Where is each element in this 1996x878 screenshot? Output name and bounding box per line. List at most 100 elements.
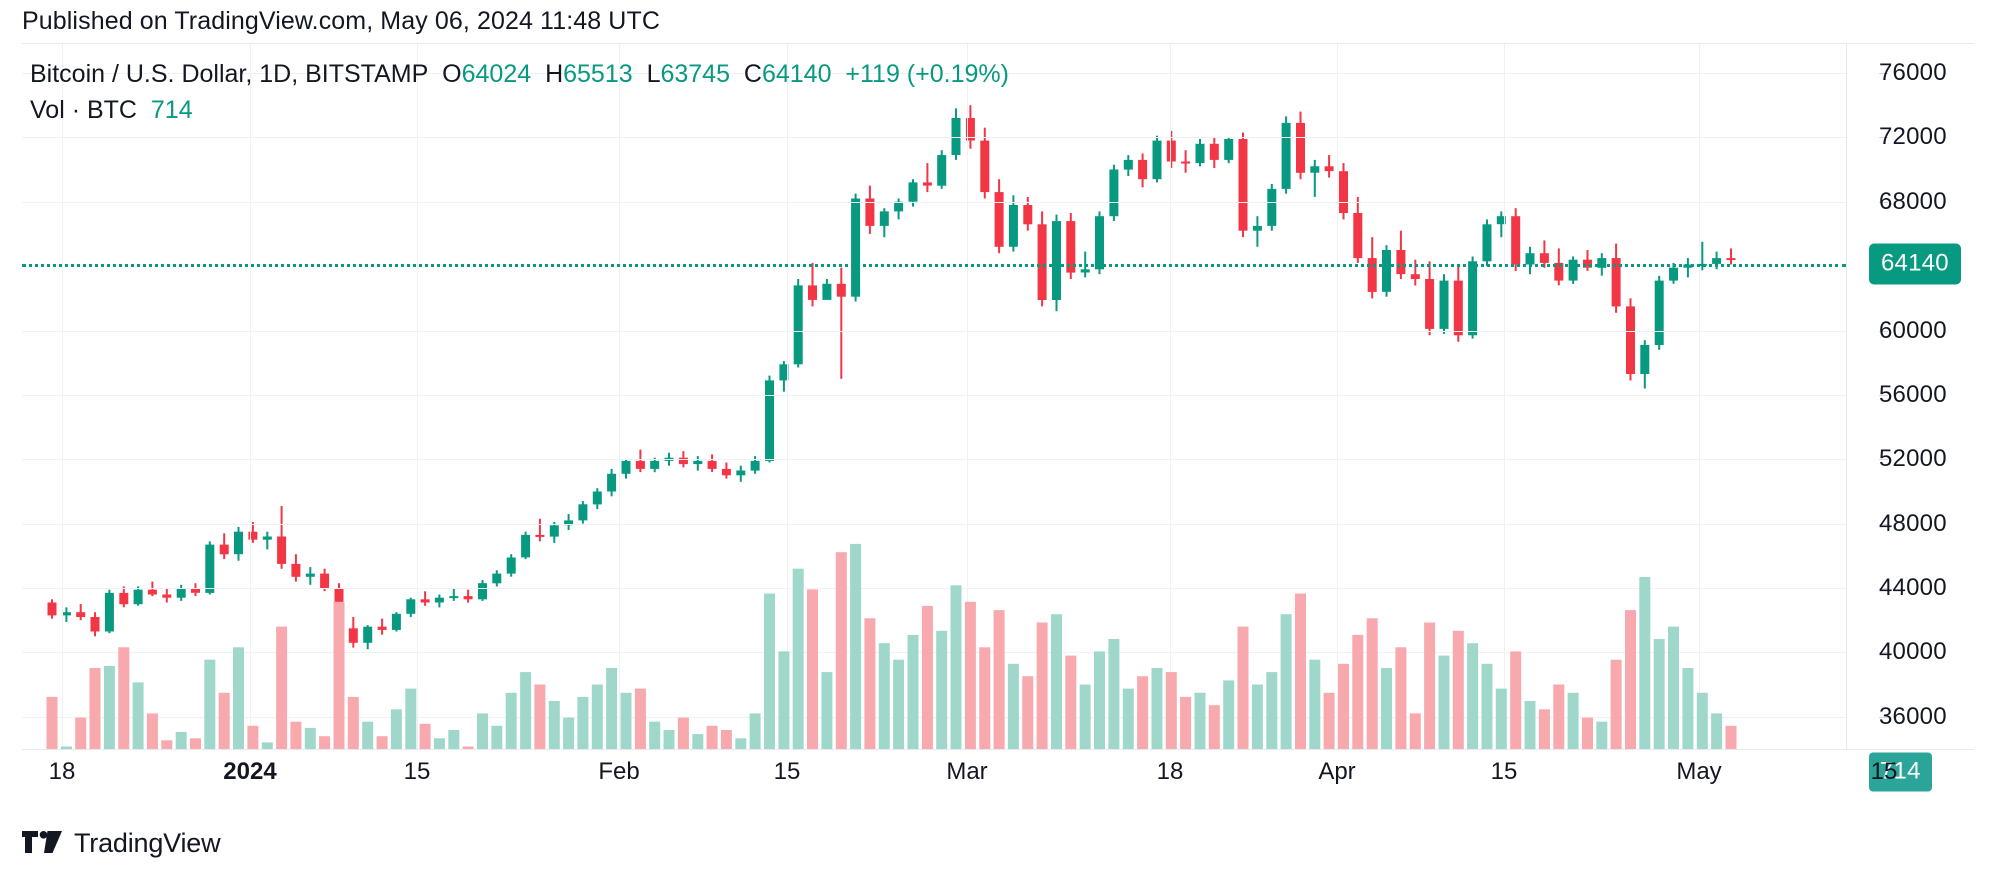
candle-body — [779, 364, 789, 381]
volume-bar — [921, 605, 933, 749]
price-axis-label: 48000 — [1879, 509, 1947, 537]
volume-bar — [1079, 684, 1091, 749]
volume-bar — [1696, 692, 1708, 749]
candle-body — [277, 536, 287, 564]
candle-wick — [381, 618, 384, 635]
volume-bar — [1366, 618, 1378, 749]
candle-body — [1339, 171, 1348, 213]
volume-bar — [1524, 701, 1536, 749]
volume-bar — [1495, 688, 1507, 749]
gridline-horizontal — [22, 73, 1846, 74]
candle-body — [1626, 306, 1635, 374]
candle-body — [1353, 213, 1363, 259]
volume-bar — [1452, 630, 1464, 749]
volume-bar — [663, 730, 675, 749]
candle-body — [1181, 161, 1191, 164]
candle-body — [463, 596, 473, 600]
price-axis[interactable]: 76000 72000 68000 60000 56000 52000 48000 44000… — [1846, 44, 1974, 792]
candle-body — [61, 612, 71, 616]
candle-body — [865, 198, 875, 226]
volume-bar — [1280, 614, 1292, 749]
current-volume-badge[interactable]: 714 — [1869, 752, 1932, 792]
volume-bar — [132, 682, 144, 749]
volume-bar — [1165, 672, 1177, 749]
volume-bar — [1295, 593, 1306, 749]
candle-body — [1669, 267, 1678, 281]
volume-bar — [591, 684, 603, 749]
candle-body — [363, 626, 373, 643]
price-tick — [1879, 73, 1888, 74]
candle-body — [635, 460, 645, 469]
gridline-horizontal — [22, 588, 1846, 589]
candle-body — [133, 589, 143, 605]
chart-plot-area[interactable]: Bitcoin / U.S. Dollar, 1D, BITSTAMP O640… — [22, 44, 1846, 749]
volume-bar — [620, 692, 632, 749]
candle-body — [1654, 280, 1664, 345]
gridline-horizontal — [22, 459, 1846, 460]
current-price-line — [22, 263, 1846, 267]
gridline-vertical — [619, 44, 620, 749]
candle-body — [836, 283, 846, 297]
volume-bar — [548, 701, 560, 749]
candle-body — [1252, 225, 1262, 231]
price-tick — [1879, 652, 1888, 653]
candle-body — [1726, 258, 1736, 261]
candle-body — [1166, 140, 1176, 162]
time-axis-label: 2024 — [223, 758, 277, 785]
candle-body — [1539, 253, 1549, 263]
volume-bar — [964, 601, 976, 749]
candle-body — [1310, 166, 1320, 173]
volume-bar — [261, 742, 273, 749]
volume-bar — [534, 684, 546, 749]
volume-bar — [1094, 651, 1105, 749]
candle-body — [808, 285, 817, 300]
candle-body — [621, 460, 631, 474]
volume-bar — [821, 672, 833, 749]
candle-body — [1597, 258, 1607, 268]
gridline-horizontal — [22, 652, 1846, 653]
candle-wick — [538, 518, 541, 542]
gridline-horizontal — [22, 137, 1846, 138]
candle-body — [1296, 122, 1305, 173]
volume-bar — [419, 723, 431, 749]
candle-body — [1482, 224, 1492, 262]
candle-wick — [1701, 241, 1704, 271]
time-axis[interactable]: 18 2024 15 Feb 15 Mar 18 Apr 15 May 15 — [22, 750, 1974, 812]
gridline-horizontal — [22, 717, 1846, 718]
candle-body — [851, 198, 861, 297]
price-axis-label: 40000 — [1879, 638, 1947, 666]
volume-bar — [835, 552, 847, 749]
current-price-badge[interactable]: 64140 — [1869, 243, 1961, 285]
candle-body — [1568, 259, 1578, 281]
volume-bar — [893, 659, 905, 749]
volume-bar — [276, 626, 288, 749]
footer-branding: TradingView — [22, 828, 221, 859]
volume-bar — [1395, 647, 1407, 749]
volume-bar — [950, 585, 962, 749]
candle-wick — [1184, 150, 1187, 173]
candle-body — [492, 573, 502, 584]
candle-wick — [840, 267, 843, 379]
volume-bar — [1251, 684, 1263, 749]
price-axis-label: 60000 — [1879, 316, 1947, 344]
candle-body — [305, 573, 315, 577]
candle-body — [908, 182, 918, 202]
candle-body — [147, 589, 157, 595]
candle-body — [1224, 139, 1234, 160]
candle-body — [1209, 143, 1219, 160]
volume-bar — [778, 651, 790, 749]
volume-bar — [807, 589, 818, 749]
volume-bar — [75, 717, 87, 749]
gridline-horizontal — [22, 395, 1846, 396]
candle-wick — [811, 262, 814, 307]
volume-bar — [190, 738, 201, 749]
candle-body — [119, 592, 129, 605]
volume-bar — [1682, 668, 1694, 749]
volume-bar — [477, 713, 488, 749]
candle-body — [248, 531, 258, 540]
candle-body — [822, 283, 832, 300]
candle-body — [736, 470, 746, 476]
volume-bar — [448, 730, 460, 749]
candle-wick — [1500, 211, 1503, 238]
volume-bar — [1625, 610, 1636, 749]
